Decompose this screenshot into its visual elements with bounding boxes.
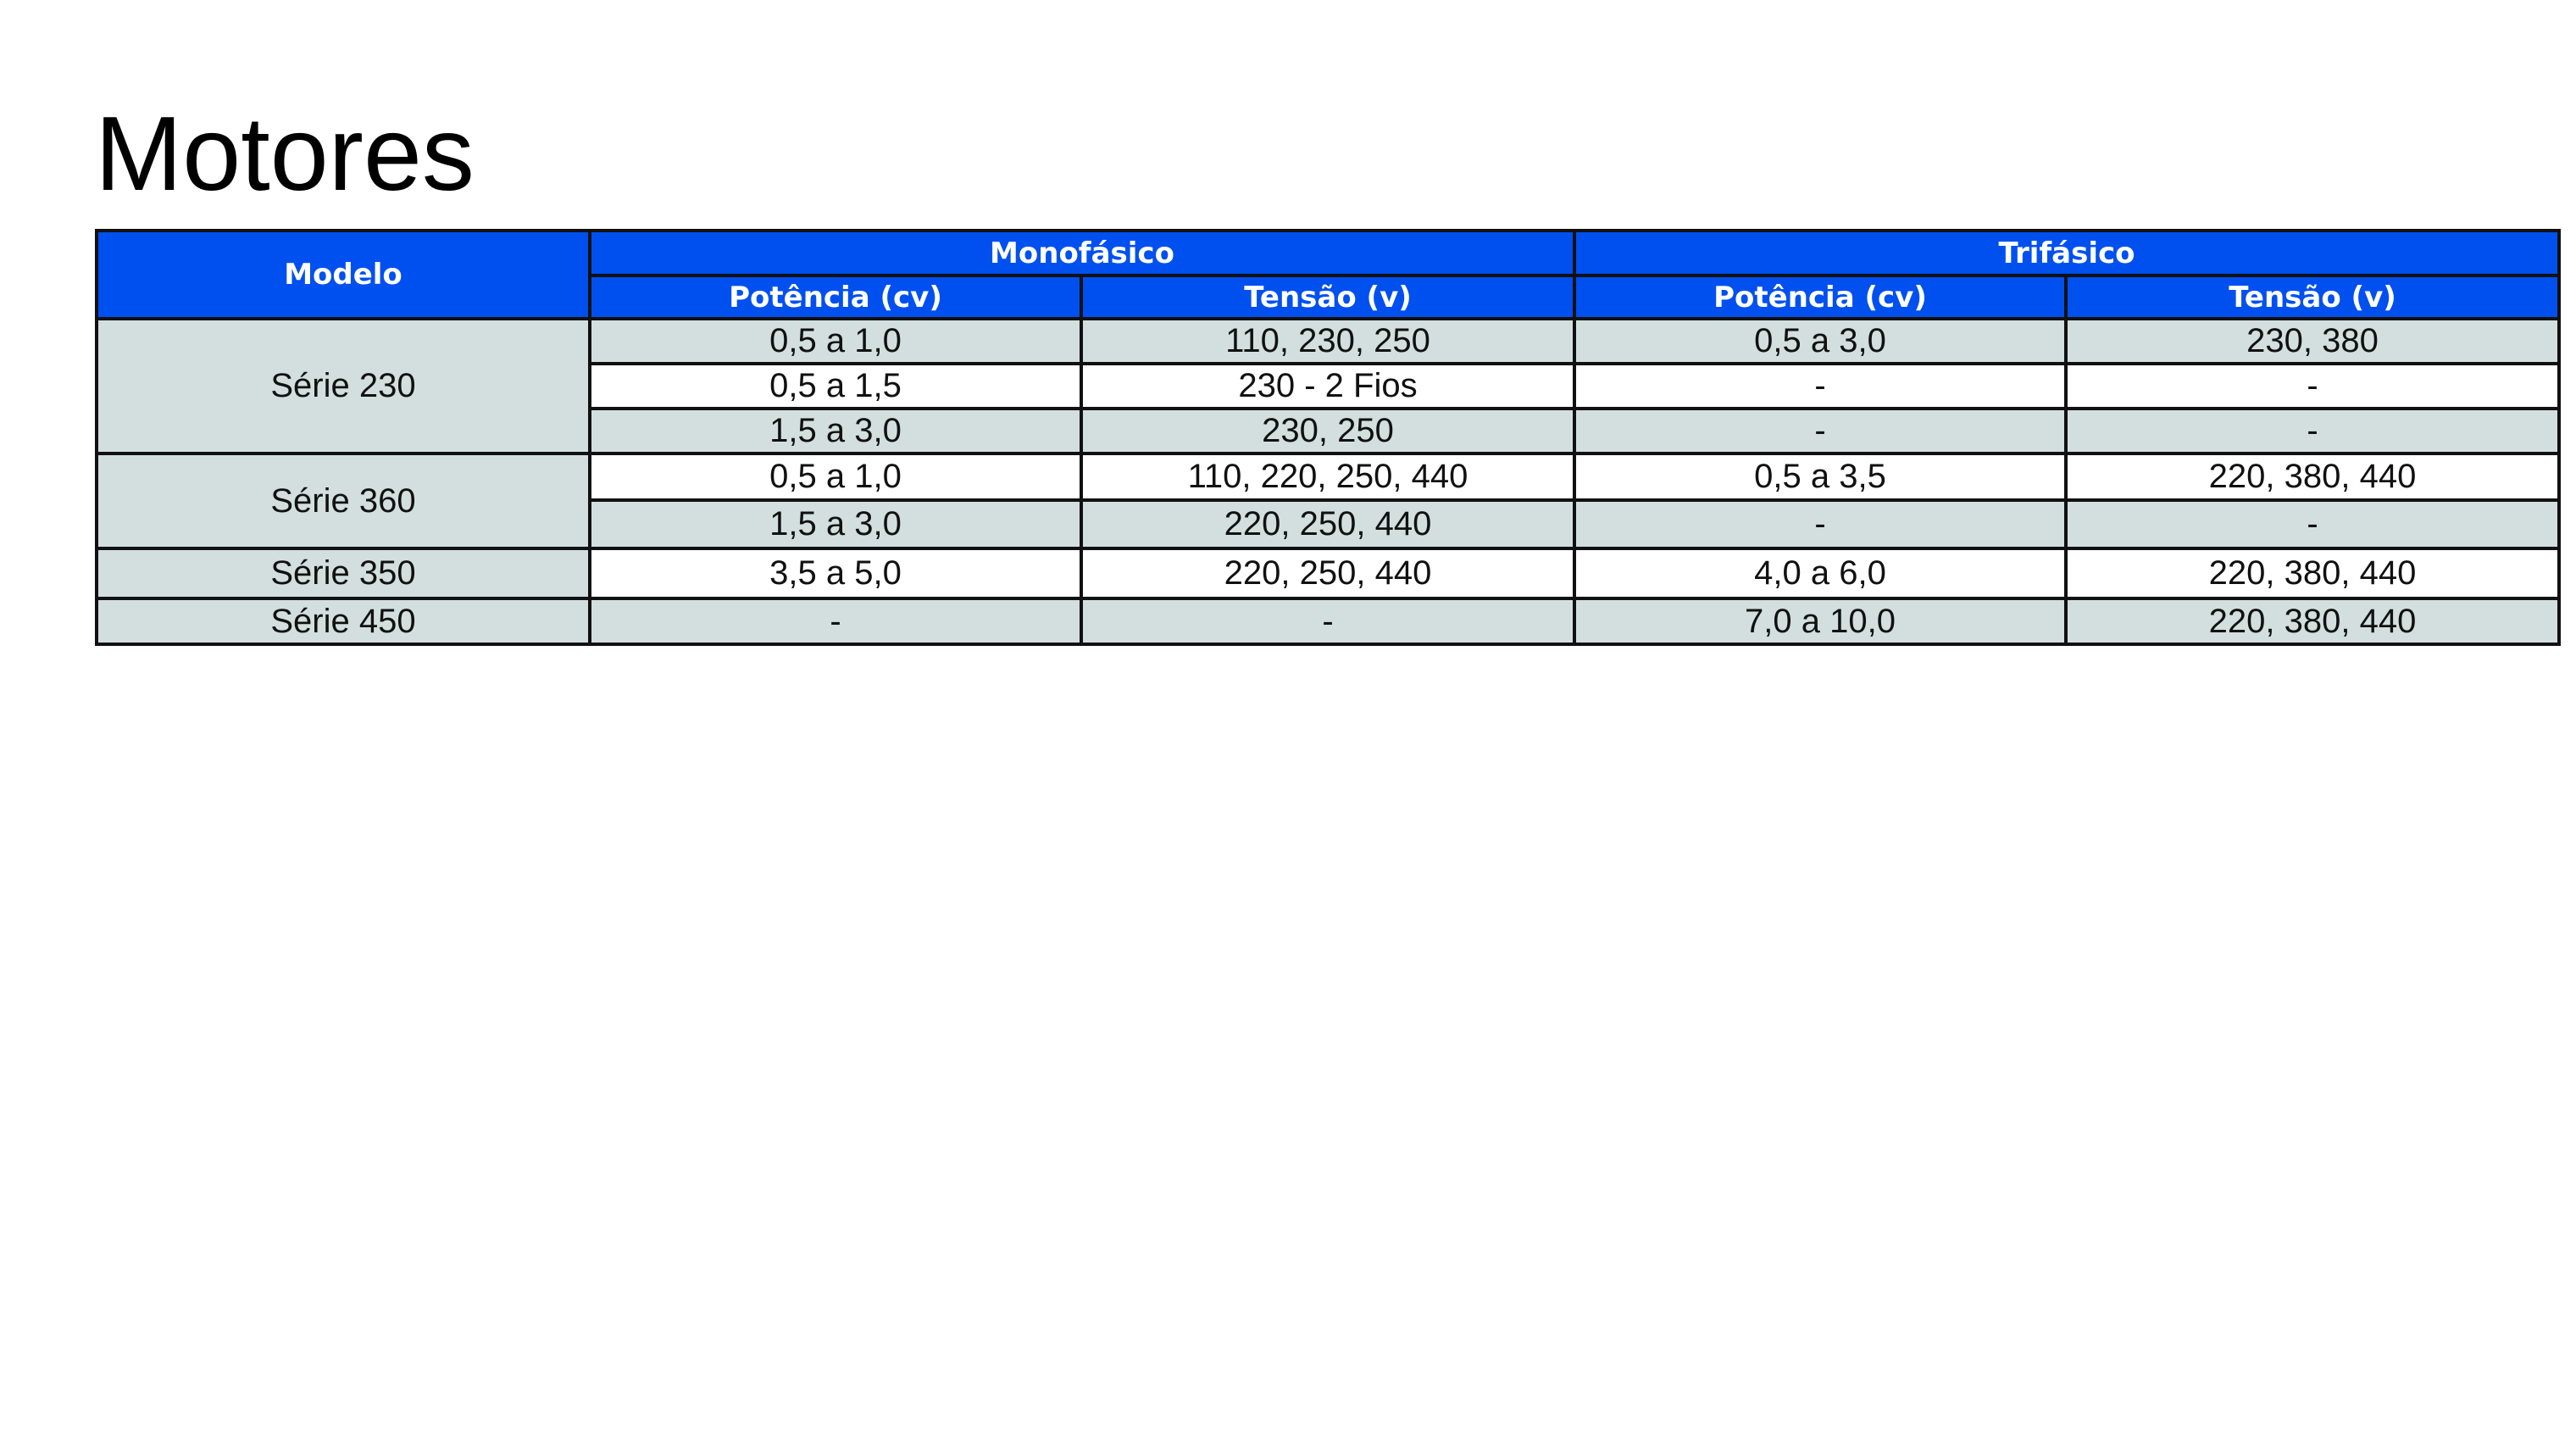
- header-tri-potencia: Potência (cv): [1573, 274, 2068, 320]
- table-row: Série 450 - - 7,0 a 10,0 220, 380, 440: [95, 597, 2561, 646]
- table-cell: 0,5 a 1,5: [588, 362, 1083, 410]
- table-row: Série 350 3,5 a 5,0 220, 250, 440 4,0 a …: [95, 547, 2561, 600]
- header-modelo: Modelo: [95, 229, 591, 320]
- page-title: Motores: [95, 96, 475, 213]
- table-cell: 220, 380, 440: [2064, 452, 2561, 502]
- table-cell: 230 - 2 Fios: [1080, 362, 1576, 410]
- header-mono-tensao: Tensão (v): [1080, 274, 1576, 320]
- header-tri-tensao: Tensão (v): [2064, 274, 2561, 320]
- table-cell: -: [2064, 407, 2561, 455]
- table-cell: -: [1573, 498, 2068, 550]
- table-cell: 220, 250, 440: [1080, 547, 1576, 600]
- table-cell: -: [1573, 407, 2068, 455]
- table-cell: 230, 250: [1080, 407, 1576, 455]
- table-row: Série 360 0,5 a 1,0 110, 220, 250, 440 0…: [95, 452, 2561, 550]
- table-cell: 220, 250, 440: [1080, 498, 1576, 550]
- table-cell: 1,5 a 3,0: [588, 498, 1083, 550]
- table-cell: 4,0 a 6,0: [1573, 547, 2068, 600]
- table-cell: -: [2064, 498, 2561, 550]
- table-cell: 110, 230, 250: [1080, 317, 1576, 365]
- table-cell: 0,5 a 3,0: [1573, 317, 2068, 365]
- table-cell: 230, 380: [2064, 317, 2561, 365]
- table-cell: -: [2064, 362, 2561, 410]
- header-mono-potencia: Potência (cv): [588, 274, 1083, 320]
- header-trifasico: Trifásico: [1573, 229, 2561, 277]
- table-cell: 0,5 a 1,0: [588, 317, 1083, 365]
- model-cell: Série 450: [95, 597, 591, 646]
- table-cell: 220, 380, 440: [2064, 547, 2561, 600]
- table-cell: 3,5 a 5,0: [588, 547, 1083, 600]
- table-cell: -: [588, 597, 1083, 646]
- table-cell: 110, 220, 250, 440: [1080, 452, 1576, 502]
- table-cell: 220, 380, 440: [2064, 597, 2561, 646]
- table-cell: -: [1573, 362, 2068, 410]
- table-cell: -: [1080, 597, 1576, 646]
- model-cell: Série 350: [95, 547, 591, 600]
- model-cell: Série 230: [95, 317, 591, 455]
- table-cell: 7,0 a 10,0: [1573, 597, 2068, 646]
- table-cell: 0,5 a 3,5: [1573, 452, 2068, 502]
- table-row: Série 230 0,5 a 1,0 110, 230, 250 0,5 a …: [95, 317, 2561, 455]
- header-monofasico: Monofásico: [588, 229, 1576, 277]
- model-cell: Série 360: [95, 452, 591, 550]
- table-cell: 1,5 a 3,0: [588, 407, 1083, 455]
- motors-table: Modelo Monofásico Trifásico Potência (cv…: [95, 229, 2561, 646]
- table-row: 0,5 a 1,5 230 - 2 Fios - -: [97, 362, 2561, 410]
- table-cell: 0,5 a 1,0: [588, 452, 1083, 502]
